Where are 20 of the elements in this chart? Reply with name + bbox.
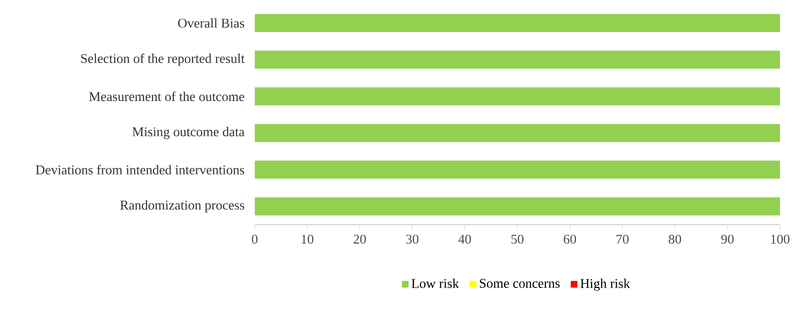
y-tick-label: Randomization process <box>120 200 244 212</box>
y-tick-label: Overall Bias <box>178 18 244 28</box>
x-tick-label: 30 <box>406 234 418 244</box>
x-tick-label: 90 <box>721 234 734 244</box>
y-tick-label: Measurement of the outcome <box>89 92 244 102</box>
x-tick-label: 50 <box>511 234 524 244</box>
x-tick-label: 20 <box>354 234 366 244</box>
y-tick-label: Selection of the reported result <box>81 54 245 66</box>
x-tick-label: 70 <box>616 234 629 244</box>
x-tick-label: 10 <box>302 234 314 244</box>
legend-label: Low risk <box>412 278 460 288</box>
x-tick-label: 40 <box>458 234 471 244</box>
x-tick-label: 60 <box>564 234 576 244</box>
y-tick-label: Mising outcome data <box>132 126 244 140</box>
y-tick-label: Deviations from intended interventions <box>36 164 244 174</box>
x-tick-label: 0 <box>252 234 258 244</box>
x-tick-label: 80 <box>668 234 682 244</box>
legend-label: Some concerns <box>480 278 560 288</box>
legend-label: High risk <box>580 278 630 291</box>
x-tick-label: 100 <box>771 234 790 244</box>
